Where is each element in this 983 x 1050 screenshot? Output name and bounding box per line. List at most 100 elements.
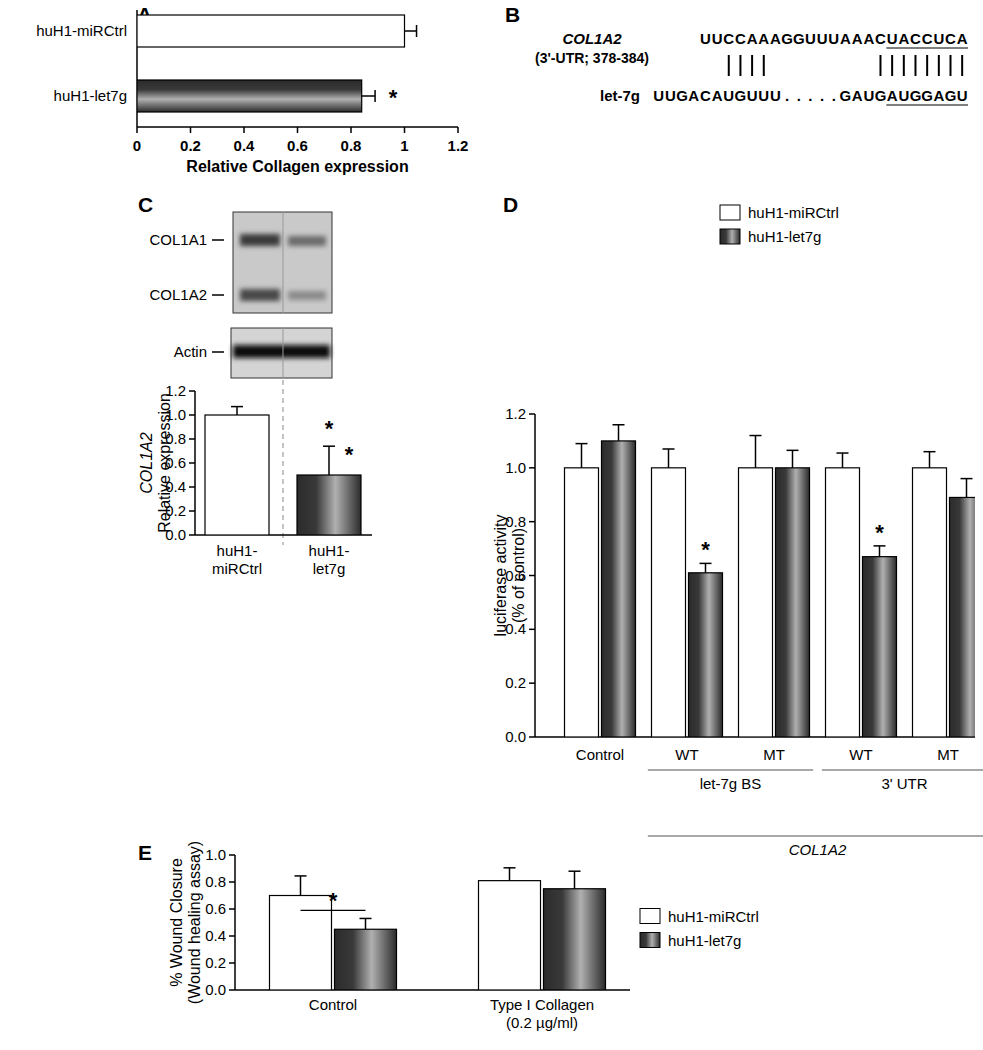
text-line: (0.2 µg/ml)	[506, 1014, 578, 1031]
base-pair	[914, 55, 916, 76]
target-detail: (3'-UTR; 378-384)	[535, 50, 649, 66]
significance: *	[329, 888, 338, 913]
error-bar	[924, 452, 936, 468]
error-line	[581, 444, 583, 468]
y-tick	[189, 438, 195, 440]
x-axis-label: Relative Collagen expression	[186, 158, 408, 175]
bar	[863, 557, 897, 737]
error-cap	[576, 443, 588, 445]
error-cap	[360, 918, 372, 920]
x-tick-label: 0.8	[341, 137, 362, 154]
error-bar	[750, 436, 762, 468]
error-bar	[837, 453, 849, 468]
error-line	[966, 479, 968, 498]
error-line	[362, 95, 375, 97]
error-cap	[663, 448, 675, 450]
error-bar	[569, 871, 581, 889]
bar	[544, 889, 606, 990]
legend-label: huH1-miRCtrl	[668, 908, 759, 925]
error-cap	[323, 445, 335, 447]
error-bar	[961, 479, 973, 498]
y-tick	[189, 486, 195, 488]
error-bar	[613, 425, 625, 441]
y-tick-label: 0.4	[205, 927, 226, 944]
error-cap	[569, 870, 581, 872]
y-tick	[529, 682, 535, 684]
significance: *	[325, 416, 334, 441]
error-bar	[295, 876, 307, 896]
lane-divider	[283, 328, 284, 378]
significance: *	[345, 442, 354, 467]
error-cap	[504, 867, 516, 869]
error-line	[705, 563, 707, 572]
seed-underline	[886, 47, 968, 48]
sequence: UUCCAAAGGUUUAAACUACCUCA	[700, 30, 968, 47]
seed-underline	[886, 104, 968, 105]
blot-label: Actin	[174, 343, 207, 360]
base-pair	[728, 55, 730, 76]
y-tick	[529, 413, 535, 415]
sequence: UUGACAUGUUU.....GAUGAUGGAGU	[653, 87, 967, 104]
base-pair	[926, 55, 928, 76]
bar	[297, 475, 361, 535]
group-line	[648, 835, 983, 836]
plot-area	[565, 425, 976, 737]
y-tick	[529, 521, 535, 523]
bar	[137, 15, 405, 47]
error-line	[300, 876, 302, 896]
category-label: Control	[309, 996, 357, 1013]
category-label: WT	[849, 746, 872, 763]
y-tick	[229, 935, 235, 937]
y-tick-label: 0.8	[205, 873, 226, 890]
base-pair	[751, 55, 753, 76]
y-tick	[229, 962, 235, 964]
y-tick-label: 0.2	[205, 954, 226, 971]
y-tick	[529, 467, 535, 469]
x-tick-label: 0.4	[234, 137, 256, 154]
blot-marker	[212, 351, 224, 353]
y-tick	[229, 881, 235, 883]
y-tick	[229, 854, 235, 856]
blot-marker	[212, 294, 224, 296]
error-bar	[360, 918, 372, 929]
blot-marker	[212, 239, 224, 241]
lane-divider	[283, 212, 284, 313]
error-cap	[295, 875, 307, 877]
base-pair	[961, 55, 963, 76]
error-line	[929, 452, 931, 468]
error-bar	[405, 25, 417, 37]
text-line: miRCtrl	[212, 560, 262, 577]
text-line: Type I Collagen	[490, 996, 594, 1013]
group-line	[648, 769, 813, 770]
y-tick	[189, 534, 195, 536]
error-cap	[231, 406, 243, 408]
error-cap	[787, 450, 799, 452]
y-tick-label: 0.6	[205, 900, 226, 917]
error-cap	[374, 90, 376, 102]
legend-label: huH1-miRCtrl	[748, 204, 839, 221]
base-pair	[879, 55, 881, 76]
error-bar	[576, 444, 588, 468]
target-label: COL1A2	[562, 30, 622, 47]
error-line	[792, 450, 794, 467]
base-pair	[938, 55, 940, 76]
x-tick	[457, 127, 459, 133]
bar	[826, 468, 860, 737]
blot-image	[233, 212, 332, 313]
legend-swatch	[640, 933, 660, 948]
y-tick	[189, 462, 195, 464]
bar	[565, 468, 599, 737]
blot-band	[288, 291, 326, 300]
y-tick-label: 0.0	[205, 981, 226, 998]
x-tick	[243, 127, 245, 133]
text-line: (Wound healing assay)	[186, 841, 203, 1004]
significance: *	[875, 520, 884, 545]
blot-label: COL1A2	[149, 286, 207, 303]
error-cap	[416, 25, 418, 37]
blot-band	[240, 234, 280, 246]
error-line	[879, 546, 881, 557]
category-label: Control	[576, 746, 624, 763]
legend-swatch	[640, 909, 660, 924]
bar	[950, 497, 976, 737]
error-bar	[787, 450, 799, 467]
